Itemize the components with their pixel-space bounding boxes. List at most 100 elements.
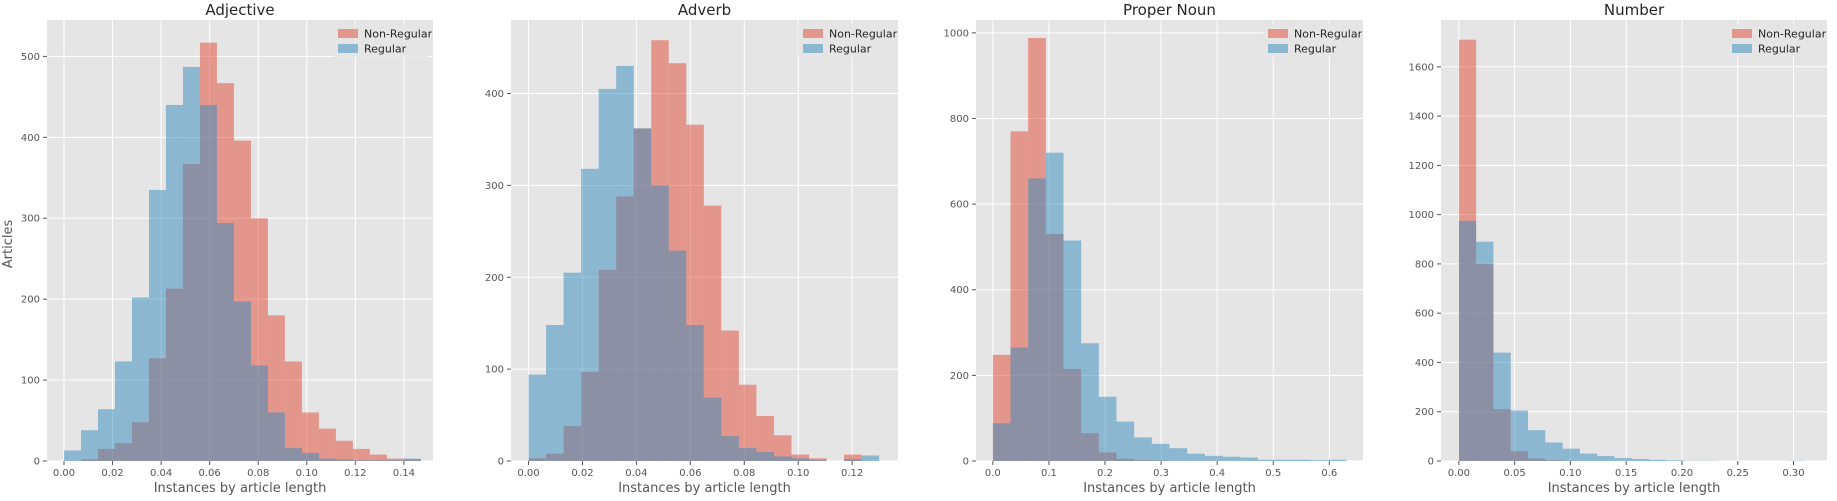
histogram-bar: [369, 454, 387, 461]
y-tick-label: 300: [485, 181, 504, 192]
histogram-bar: [352, 448, 370, 461]
histogram-bar: [1328, 459, 1347, 461]
legend-swatch: [1268, 44, 1288, 53]
histogram-bar: [844, 459, 862, 461]
histogram-bar: [809, 458, 827, 461]
x-tick-label: 0.20: [1671, 468, 1693, 479]
histogram-bar: [616, 65, 634, 461]
histogram-bar: [791, 454, 810, 461]
x-tick-label: 0.10: [1559, 468, 1581, 479]
y-tick-label: 1400: [1409, 112, 1434, 123]
histogram-bar: [1116, 421, 1135, 461]
legend-label: Regular: [829, 43, 872, 56]
y-tick-label: 600: [1415, 309, 1434, 320]
y-tick-label: 400: [950, 285, 969, 296]
histogram-bar: [1187, 453, 1205, 461]
histogram-bar: [233, 301, 251, 461]
histogram-bar: [563, 272, 582, 461]
x-tick-label: 0.00: [517, 468, 539, 479]
histogram-bar: [1510, 410, 1529, 461]
histogram-bar: [148, 189, 166, 461]
histogram-bar: [581, 168, 599, 461]
chart-title: Proper Noun: [1123, 1, 1216, 19]
series-regular: [63, 66, 421, 461]
histogram-bar: [1545, 442, 1563, 461]
histogram-bar: [686, 325, 704, 461]
histogram-bar: [1631, 459, 1650, 461]
x-tick-label: 0.05: [1503, 468, 1525, 479]
y-tick-label: 500: [21, 52, 40, 63]
histogram-bar: [114, 361, 132, 461]
x-tick-label: 0.30: [1782, 468, 1804, 479]
x-tick-label: 0.6: [1321, 468, 1337, 479]
histogram-bar: [756, 415, 774, 461]
y-tick-label: 800: [950, 114, 969, 125]
histogram-bar: [791, 458, 810, 461]
histogram-bar: [1562, 448, 1580, 461]
y-tick-label: 1000: [944, 28, 969, 39]
histogram-bar: [1666, 460, 1684, 461]
histogram-bar: [844, 454, 862, 461]
histogram-bar: [318, 428, 336, 461]
histogram-bar: [284, 448, 302, 461]
histogram-bar: [1151, 443, 1170, 461]
y-tick-label: 0: [963, 457, 969, 468]
x-tick-label: 0.5: [1265, 468, 1281, 479]
x-tick-label: 0.25: [1727, 468, 1749, 479]
legend-swatch: [1732, 44, 1752, 53]
legend-swatch: [803, 29, 823, 38]
histogram-bar: [403, 458, 421, 461]
histogram-bar: [738, 448, 757, 461]
x-tick-label: 0.12: [344, 468, 366, 479]
histogram-bar: [1010, 347, 1029, 461]
y-tick-label: 300: [21, 214, 40, 225]
x-tick-label: 0.2: [1097, 468, 1113, 479]
legend-label: Regular: [1758, 43, 1801, 56]
x-tick-label: 0.1: [1041, 468, 1057, 479]
histogram-bar: [1045, 152, 1064, 461]
histogram-bar: [633, 128, 652, 461]
histogram-bar: [1614, 458, 1632, 461]
histogram-bar: [284, 361, 302, 461]
x-tick-label: 0.3: [1153, 468, 1169, 479]
x-tick-label: 0.06: [679, 468, 701, 479]
histogram-bar: [335, 459, 353, 461]
histogram-bar: [1476, 241, 1494, 461]
histogram-bar: [1028, 178, 1046, 461]
histogram-bar: [1240, 457, 1258, 461]
y-tick-label: 0: [1428, 457, 1434, 468]
legend-swatch: [338, 44, 358, 53]
histogram-bar: [992, 423, 1011, 461]
x-axis-label: Instances by article length: [1083, 481, 1256, 496]
y-tick-label: 200: [1415, 407, 1434, 418]
histogram-bar: [80, 430, 98, 461]
y-tick-label: 200: [950, 371, 969, 382]
x-tick-label: 0.02: [101, 468, 123, 479]
legend: Non-Regular Regular: [798, 24, 898, 57]
histogram-bar: [756, 451, 774, 461]
x-tick-label: 0.08: [247, 468, 269, 479]
legend-label: Regular: [364, 43, 407, 56]
histogram-bar: [1458, 220, 1477, 461]
legend-swatch: [1732, 29, 1752, 38]
histogram-bar: [1649, 459, 1667, 461]
figure-y-axis-label: Articles: [1, 220, 16, 269]
histogram-bar: [721, 436, 739, 461]
y-tick-label: 1000: [1409, 210, 1434, 221]
histogram-bar: [546, 325, 564, 461]
x-tick-label: 0.04: [625, 468, 647, 479]
x-axis-label: Instances by article length: [618, 481, 791, 496]
x-tick-label: 0.15: [1615, 468, 1637, 479]
y-tick-label: 800: [1415, 259, 1434, 270]
x-tick-label: 0.00: [53, 468, 75, 479]
histogram-bar: [1275, 459, 1294, 461]
x-axis-label: Instances by article length: [1548, 481, 1721, 496]
histogram-bar: [1098, 396, 1117, 461]
series-regular: [992, 152, 1347, 461]
histogram-bar: [1257, 459, 1276, 461]
chart-panel-1: 0 100 200 300 400 0.00 0.02 0.04 0.06 0.08 0.10 0.1…: [485, 1, 898, 496]
legend-label: Non-Regular: [829, 28, 898, 41]
histogram-bar: [267, 412, 285, 461]
histogram-bar: [1222, 456, 1241, 461]
